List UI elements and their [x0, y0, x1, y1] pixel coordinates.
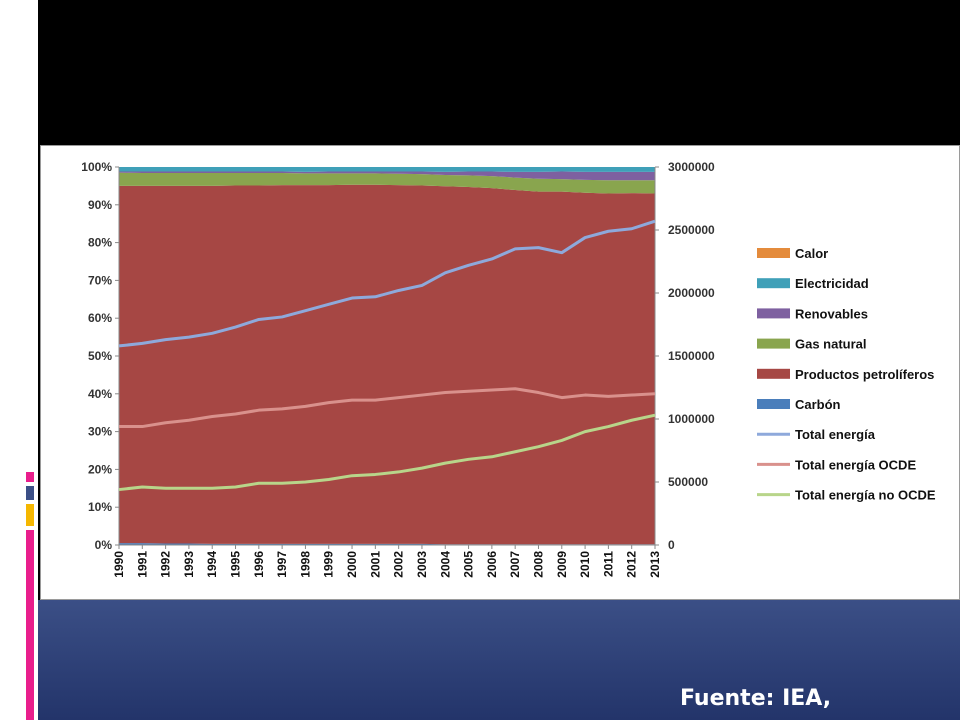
right-tick-label: 1000000	[668, 412, 715, 426]
x-tick-label: 2013	[648, 551, 662, 578]
left-tick-label: 100%	[81, 160, 112, 174]
right-tick-label: 1500000	[668, 349, 715, 363]
legend-swatch	[757, 278, 790, 289]
left-tick-label: 60%	[88, 311, 112, 325]
x-tick-label: 1994	[205, 551, 219, 578]
x-tick-label: 2000	[345, 551, 359, 578]
x-tick-label: 1991	[135, 551, 149, 578]
area-renovables	[119, 171, 655, 181]
bottom-panel	[38, 600, 960, 720]
x-tick-label: 1990	[112, 551, 126, 578]
x-tick-label: 1992	[159, 551, 173, 578]
area-gas-natural	[119, 172, 655, 194]
x-tick-label: 2010	[578, 551, 592, 578]
legend-label: Calor	[795, 246, 828, 261]
energy-chart: 0% 10% 20% 30% 40% 50% 60% 70% 80% 90% 100% 0 500000…	[81, 160, 936, 578]
x-tick-label: 1997	[275, 551, 289, 578]
title-area	[38, 0, 960, 145]
right-tick-label: 0	[668, 538, 675, 552]
legend-label: Total energía OCDE	[795, 457, 916, 472]
legend-label: Total energía	[795, 427, 876, 442]
x-tick-label: 2005	[462, 551, 476, 578]
area-productos-petroliferos	[119, 184, 655, 545]
x-tick-label: 1995	[229, 551, 243, 578]
x-tick-label: 1999	[322, 551, 336, 578]
x-tick-label: 2011	[601, 551, 615, 577]
x-tick-label: 1996	[252, 551, 266, 578]
right-tick-label: 500000	[668, 475, 708, 489]
x-tick-label: 2008	[531, 551, 545, 578]
line-total-energia-ocde	[119, 387, 656, 429]
x-tick-label: 2012	[625, 551, 639, 578]
x-tick-label: 2004	[438, 551, 452, 578]
x-tick-label: 2003	[415, 551, 429, 578]
left-tick-label: 80%	[88, 236, 112, 250]
left-tick-label: 40%	[88, 387, 112, 401]
chart-frame: 0% 10% 20% 30% 40% 50% 60% 70% 80% 90% 100% 0 500000…	[40, 145, 960, 600]
legend-swatch	[757, 248, 790, 258]
legend-label: Carbón	[795, 397, 841, 412]
x-tick-label: 2007	[508, 551, 522, 578]
left-tick-label: 30%	[88, 425, 112, 439]
x-tick-label: 2002	[392, 551, 406, 578]
legend-label: Productos petrolíferos	[795, 367, 934, 382]
right-tick-label: 3000000	[668, 160, 715, 174]
x-tick-label: 2009	[555, 551, 569, 578]
legend-swatch	[757, 399, 790, 409]
right-tick-label: 2500000	[668, 223, 715, 237]
legend-label: Gas natural	[795, 337, 867, 352]
left-tick-label: 10%	[88, 500, 112, 514]
x-tick-label: 2006	[485, 551, 499, 578]
left-tick-label: 0%	[95, 538, 113, 552]
legend-swatch	[757, 338, 790, 349]
x-tick-label: 2001	[368, 551, 382, 578]
area-electricidad	[119, 167, 655, 172]
legend-label: Electricidad	[795, 276, 869, 291]
line-total-energia-no-ocde	[118, 413, 656, 492]
left-tick-label: 20%	[88, 462, 112, 476]
x-tick-label: 1993	[182, 551, 196, 578]
legend-label: Renovables	[795, 306, 868, 321]
legend-swatch	[757, 308, 790, 319]
left-tick-label: 90%	[88, 198, 112, 212]
left-tick-label: 50%	[88, 349, 112, 363]
legend-label: Total energía no OCDE	[795, 488, 936, 503]
legend-swatch	[757, 368, 790, 379]
source-caption: Fuente: IEA,	[680, 686, 832, 711]
line-total-energia	[118, 219, 656, 348]
x-tick-label: 1998	[298, 551, 312, 578]
left-tick-label: 70%	[88, 273, 112, 287]
right-tick-label: 2000000	[668, 286, 715, 300]
